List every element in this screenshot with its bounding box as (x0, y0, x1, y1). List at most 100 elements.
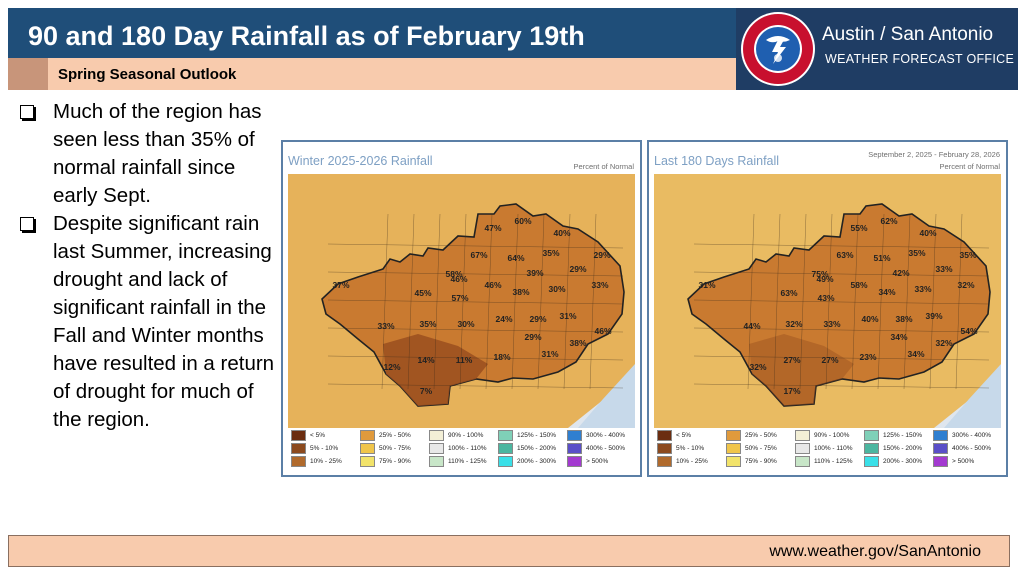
map-graphic: 47%60%40%67% 64% 35% 29%46%39% 29%37%58%46%3… (288, 174, 635, 428)
county-percent-label: 32% (935, 338, 952, 348)
legend-item: 125% - 150% (498, 430, 556, 441)
legend-label: 25% - 50% (379, 432, 411, 440)
legend-item: 110% - 125% (429, 456, 487, 467)
county-percent-label: 60% (514, 216, 531, 226)
county-line (693, 327, 990, 333)
county-percent-label: 47% (484, 223, 501, 233)
county-percent-label: 31% (559, 311, 576, 321)
county-percent-label: 75% (811, 269, 828, 279)
bullet-item: Despite significant rain last Summer, in… (18, 210, 280, 434)
county-percent-label: 58% (850, 280, 867, 290)
legend-label: 110% - 125% (448, 458, 487, 466)
county-percent-label: 24% (495, 314, 512, 324)
county-percent-label: 38% (895, 314, 912, 324)
county-percent-label: 67% (470, 250, 487, 260)
legend-label: 10% - 25% (676, 458, 708, 466)
legend-label: 90% - 100% (448, 432, 484, 440)
legend-label: < 5% (676, 432, 691, 440)
legend-swatch (726, 456, 741, 467)
county-percent-label: 32% (785, 319, 802, 329)
legend-label: 300% - 400% (952, 432, 992, 440)
legend-swatch (567, 430, 582, 441)
legend-item: 75% - 90% (726, 456, 777, 467)
legend-item: 50% - 75% (360, 443, 411, 454)
county-percent-label: 64% (507, 253, 524, 263)
county-line (877, 213, 885, 390)
legend-swatch (498, 456, 513, 467)
county-percent-label: 54% (960, 326, 977, 336)
legend-swatch (795, 430, 810, 441)
county-percent-label: 46% (450, 274, 467, 284)
map-note: Percent of Normal (573, 162, 634, 171)
legend-item: 110% - 125% (795, 456, 853, 467)
county-percent-label: 34% (890, 332, 907, 342)
office-subtitle: WEATHER FORECAST OFFICE (825, 52, 1015, 66)
map-date-range: September 2, 2025 - February 28, 2026 (868, 150, 1000, 159)
legend-label: 75% - 90% (745, 458, 777, 466)
legend-swatch (864, 430, 879, 441)
legend-item: 400% - 500% (567, 443, 625, 454)
legend-item: 100% - 110% (795, 443, 853, 454)
page-subtitle: Spring Seasonal Outlook (58, 66, 237, 83)
legend-label: > 500% (952, 458, 975, 466)
county-percent-label: 23% (859, 352, 876, 362)
legend-label: 75% - 90% (379, 458, 411, 466)
legend-swatch (291, 456, 306, 467)
county-line (693, 243, 990, 249)
nws-logo-icon (741, 12, 815, 86)
legend-item: 90% - 100% (429, 430, 483, 441)
county-percent-label: 30% (457, 319, 474, 329)
legend-swatch (291, 430, 306, 441)
legend-swatch (864, 456, 879, 467)
county-percent-label: 33% (914, 284, 931, 294)
county-line (407, 213, 415, 390)
legend-item: 300% - 400% (567, 430, 625, 441)
legend-swatch (657, 443, 672, 454)
county-percent-label: 62% (880, 216, 897, 226)
bullet-item: Much of the region has seen less than 35… (18, 98, 280, 210)
county-line (589, 213, 597, 390)
county-line (693, 271, 990, 277)
legend-item: 5% - 10% (291, 443, 338, 454)
legend-label: > 500% (586, 458, 609, 466)
county-percent-label: 55% (850, 223, 867, 233)
legend-label: 125% - 150% (517, 432, 557, 440)
legend-item: 50% - 75% (726, 443, 777, 454)
county-line (773, 213, 781, 390)
county-line (693, 355, 990, 361)
checkbox-icon (20, 105, 34, 119)
county-percent-label: 33% (377, 321, 394, 331)
legend-item: 25% - 50% (726, 430, 777, 441)
legend-label: 100% - 110% (814, 445, 853, 453)
county-line (693, 383, 990, 389)
legend-label: 200% - 300% (883, 458, 923, 466)
legend-item: 400% - 500% (933, 443, 991, 454)
legend-label: 400% - 500% (952, 445, 992, 453)
legend-swatch (429, 430, 444, 441)
county-percent-label: 40% (553, 228, 570, 238)
legend-swatch (498, 443, 513, 454)
county-percent-label: 35% (419, 319, 436, 329)
county-percent-label: 43% (817, 293, 834, 303)
legend-swatch (291, 443, 306, 454)
legend-swatch (795, 456, 810, 467)
legend-item: 150% - 200% (498, 443, 556, 454)
legend-item: < 5% (657, 430, 691, 441)
county-percent-label: 11% (456, 355, 473, 365)
bullet-text: Despite significant rain last Summer, in… (53, 212, 275, 431)
footer-url[interactable]: www.weather.gov/SanAntonio (769, 543, 981, 560)
legend-swatch (933, 443, 948, 454)
legend-label: 5% - 10% (310, 445, 339, 453)
county-percent-label: 39% (526, 268, 543, 278)
county-percent-label: 27% (821, 355, 838, 365)
180-day-rainfall-map: Last 180 Days Rainfall September 2, 2025… (647, 140, 1008, 477)
legend-label: 25% - 50% (745, 432, 777, 440)
county-percent-label: 29% (593, 250, 610, 260)
county-line (327, 355, 624, 361)
county-percent-label: 32% (749, 362, 766, 372)
legend-label: 10% - 25% (310, 458, 342, 466)
county-percent-label: 63% (836, 250, 853, 260)
checkbox-icon (20, 217, 34, 231)
legend-swatch (360, 456, 375, 467)
legend-swatch (795, 443, 810, 454)
